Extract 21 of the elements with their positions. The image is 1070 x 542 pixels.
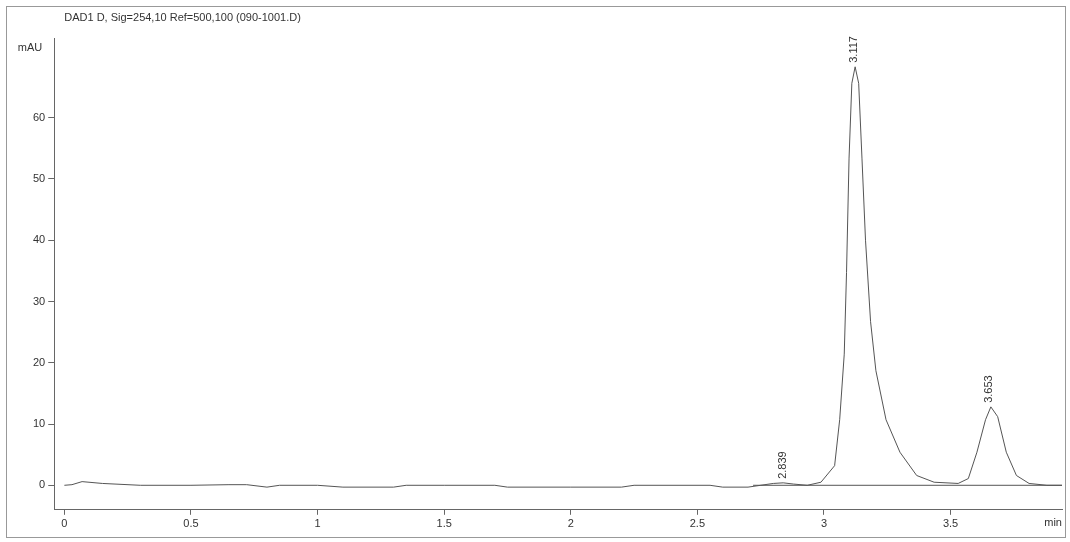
x-tick-label: 0.5: [183, 517, 199, 530]
annotation: 3.653: [982, 375, 995, 403]
x-tick-label: 3: [820, 517, 828, 530]
x-tick-label: 1: [314, 517, 321, 530]
x-tick-label: 1.5: [436, 517, 452, 530]
y-tick-label: 30: [32, 294, 46, 307]
y-tick-label: 10: [32, 417, 46, 430]
x-tick-label: 2: [567, 517, 574, 530]
annotation: 3.117: [846, 36, 859, 63]
x-axis-title: min: [1044, 516, 1062, 529]
chart-title: DAD1 D, Sig=254,10 Ref=500,100 (090-1001.D): [64, 10, 301, 23]
x-tick-label: 0: [61, 517, 68, 530]
annotation: 2.839: [776, 451, 789, 479]
x-tick-label: 3.5: [942, 517, 959, 530]
y-tick-label: 20: [32, 355, 46, 368]
y-tick-label: 50: [32, 171, 46, 184]
x-tick-label: 2.5: [689, 517, 706, 530]
y-axis-title: mAU: [17, 41, 43, 54]
y-tick-label: 0: [39, 478, 46, 491]
y-tick-label: 60: [32, 110, 46, 123]
y-tick-label: 40: [32, 233, 46, 246]
